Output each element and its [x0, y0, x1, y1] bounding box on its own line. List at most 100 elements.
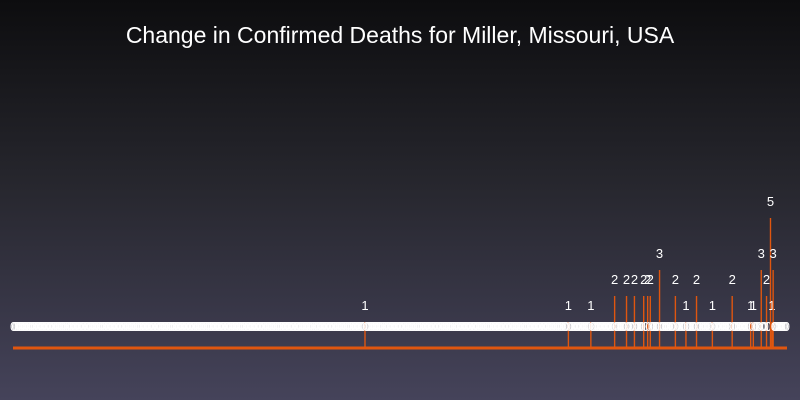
data-label: 0 — [548, 319, 555, 334]
data-label: 0 — [696, 319, 703, 334]
data-label: 1 — [750, 298, 757, 313]
data-label: 0 — [69, 319, 76, 334]
data-label: 0 — [159, 319, 166, 334]
data-label: 0 — [746, 319, 753, 334]
bar — [752, 322, 755, 348]
data-label: 0 — [213, 319, 220, 334]
data-label: 0 — [620, 319, 627, 334]
data-label: 0 — [39, 319, 46, 334]
data-label: 0 — [553, 319, 560, 334]
data-label: 0 — [474, 319, 481, 334]
data-label: 0 — [458, 319, 465, 334]
data-label: 0 — [79, 319, 86, 334]
data-label: 0 — [583, 319, 590, 334]
data-label: 0 — [738, 319, 745, 334]
data-label: 0 — [706, 319, 713, 334]
data-label: 0 — [666, 319, 673, 334]
data-label: 0 — [136, 319, 143, 334]
data-label: 0 — [715, 319, 722, 334]
data-label: 0 — [229, 319, 236, 334]
data-label: 0 — [608, 319, 615, 334]
data-label: 0 — [574, 319, 581, 334]
data-label: 0 — [327, 319, 334, 334]
data-label: 0 — [191, 319, 198, 334]
data-label: 0 — [546, 319, 553, 334]
data-label: 0 — [619, 319, 626, 334]
data-label: 0 — [161, 319, 168, 334]
data-label: 0 — [698, 319, 705, 334]
data-label: 0 — [627, 319, 634, 334]
data-label: 0 — [154, 319, 161, 334]
bar — [643, 296, 645, 348]
data-label: 0 — [486, 319, 493, 334]
data-label: 0 — [727, 319, 734, 334]
data-label: 0 — [246, 319, 253, 334]
data-label: 0 — [99, 319, 106, 334]
data-label: 0 — [612, 319, 619, 334]
data-label: 0 — [591, 319, 598, 334]
bar — [695, 296, 698, 348]
data-label: 0 — [372, 319, 379, 334]
data-label: 0 — [306, 319, 313, 334]
data-label: 0 — [538, 319, 545, 334]
data-label: 0 — [562, 319, 569, 334]
data-label: 0 — [595, 319, 602, 334]
data-label: 0 — [158, 319, 165, 334]
data-label: 0 — [492, 319, 499, 334]
data-label: 0 — [550, 319, 557, 334]
data-label: 0 — [653, 319, 660, 334]
data-label: 0 — [355, 319, 362, 334]
data-label: 0 — [151, 319, 158, 334]
data-label: 0 — [232, 319, 239, 334]
data-label: 0 — [511, 319, 518, 334]
data-label: 0 — [120, 319, 127, 334]
data-label: 0 — [723, 319, 730, 334]
data-label: 0 — [594, 319, 601, 334]
data-label: 0 — [309, 319, 316, 334]
data-label: 0 — [674, 319, 681, 334]
data-label: 0 — [470, 319, 477, 334]
data-label: 0 — [405, 319, 412, 334]
data-label: 0 — [748, 319, 755, 334]
data-label: 0 — [652, 319, 659, 334]
data-label: 0 — [59, 319, 66, 334]
data-label: 0 — [630, 319, 637, 334]
data-label: 0 — [641, 319, 648, 334]
data-label: 0 — [163, 319, 170, 334]
data-label: 0 — [43, 319, 50, 334]
data-label: 0 — [645, 319, 652, 334]
data-label: 0 — [239, 319, 246, 334]
data-label: 0 — [402, 319, 409, 334]
data-label: 0 — [385, 319, 392, 334]
data-label: 0 — [122, 319, 129, 334]
data-label: 0 — [686, 319, 693, 334]
data-label: 0 — [186, 319, 193, 334]
data-label: 0 — [771, 319, 778, 334]
data-label: 0 — [190, 319, 197, 334]
data-label: 0 — [322, 319, 329, 334]
data-label: 0 — [207, 319, 214, 334]
data-label: 0 — [416, 319, 423, 334]
data-label: 0 — [51, 319, 58, 334]
data-label: 0 — [734, 319, 741, 334]
data-label: 0 — [421, 319, 428, 334]
data-label: 0 — [21, 319, 28, 334]
data-label: 0 — [505, 319, 512, 334]
data-label: 0 — [217, 319, 224, 334]
data-label: 0 — [212, 319, 219, 334]
data-label: 0 — [441, 319, 448, 334]
data-label: 0 — [54, 319, 61, 334]
data-label: 0 — [167, 319, 174, 334]
data-label: 0 — [208, 319, 215, 334]
data-label: 0 — [460, 319, 467, 334]
data-label: 0 — [478, 319, 485, 334]
data-label: 0 — [319, 319, 326, 334]
bar — [613, 296, 616, 348]
data-label: 0 — [334, 319, 341, 334]
data-label: 0 — [293, 319, 300, 334]
data-label: 0 — [760, 319, 767, 334]
data-label: 0 — [743, 319, 750, 334]
data-label: 2 — [623, 272, 630, 287]
data-label: 0 — [295, 319, 302, 334]
data-label: 0 — [68, 319, 75, 334]
